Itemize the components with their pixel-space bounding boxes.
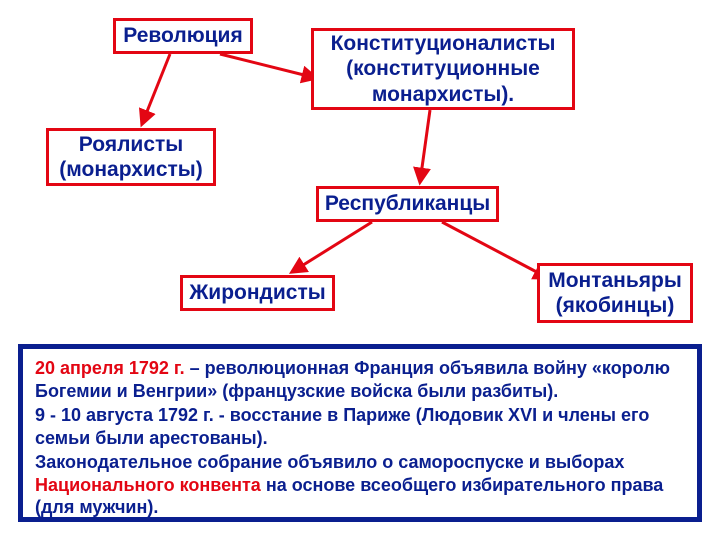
node-constitutionalists: Конституционалисты (конституционные мона…: [311, 28, 575, 110]
node-revolution: Революция: [113, 18, 253, 54]
node-label: Республиканцы: [325, 191, 490, 216]
node-montagnards: Монтаньяры (якобинцы): [537, 263, 693, 323]
diagram-stage: Революция Конституционалисты (конституци…: [0, 0, 720, 540]
node-label: Жирондисты: [189, 280, 325, 305]
text-run: 20 апреля 1792 г.: [35, 358, 185, 378]
textbox-paragraph: Законодательное собрание объявило о само…: [35, 451, 685, 519]
textbox-paragraph: 9 - 10 августа 1792 г. - восстание в Пар…: [35, 404, 685, 449]
textbox-paragraph: 20 апреля 1792 г. – революционная Франци…: [35, 357, 685, 402]
node-label: Конституционалисты (конституционные мона…: [320, 31, 566, 107]
node-label: Роялисты (монархисты): [55, 132, 207, 182]
node-label: Монтаньяры (якобинцы): [546, 268, 684, 318]
node-label: Революция: [123, 23, 242, 48]
node-republicans: Республиканцы: [316, 186, 499, 222]
node-girondists: Жирондисты: [180, 275, 335, 311]
info-textbox: 20 апреля 1792 г. – революционная Франци…: [18, 344, 702, 522]
text-run: Национального конвента: [35, 475, 261, 495]
node-royalists: Роялисты (монархисты): [46, 128, 216, 186]
text-run: Законодательное собрание объявило о само…: [35, 452, 624, 472]
text-run: 9 - 10 августа 1792 г.: [35, 405, 214, 425]
